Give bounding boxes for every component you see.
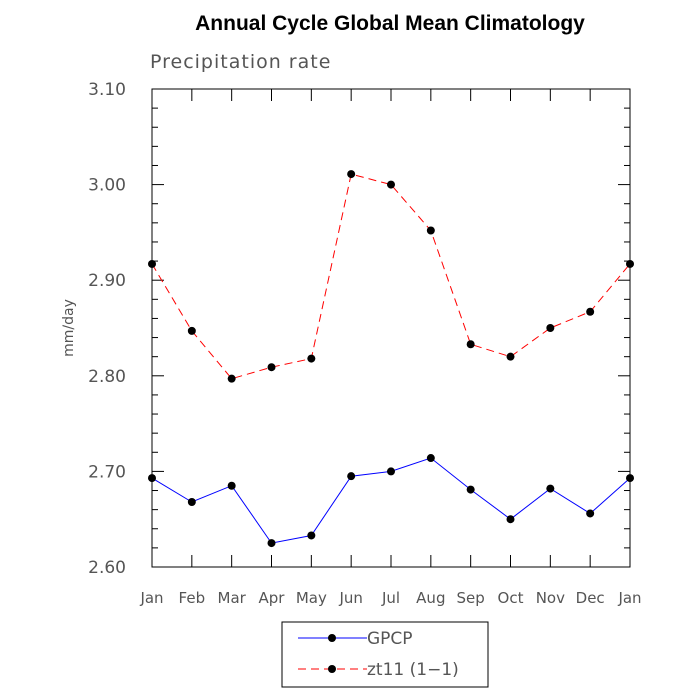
x-tick-label: Sep: [457, 589, 485, 607]
data-point: [387, 467, 395, 476]
series-2: [148, 170, 634, 383]
data-point: [227, 374, 236, 383]
data-point: [307, 354, 316, 363]
y-tick-label: 3.00: [88, 176, 126, 196]
legend-label-zt11: zt11 (1−1): [367, 660, 459, 680]
data-point: [227, 481, 236, 490]
data-point: [187, 326, 196, 335]
data-point: [466, 485, 475, 494]
data-point: [426, 454, 435, 463]
y-tick-label: 2.80: [88, 367, 126, 387]
data-point: [506, 515, 515, 524]
data-point: [187, 497, 196, 506]
data-point: [148, 474, 156, 483]
x-tick-label: Jan: [139, 589, 163, 607]
legend-marker-gpcp: [328, 634, 336, 642]
x-tick-label: Mar: [218, 589, 247, 607]
data-point: [347, 472, 356, 481]
y-tick-label: 2.60: [88, 558, 126, 578]
data-point: [148, 259, 156, 268]
y-tick-label: 2.70: [88, 462, 126, 482]
data-point: [267, 539, 276, 548]
chart-subtitle: Precipitation rate: [150, 51, 331, 73]
x-tick-label: Oct: [498, 589, 524, 607]
x-tick-label: Nov: [536, 589, 565, 607]
data-point: [586, 307, 595, 316]
x-tick-label: May: [296, 589, 327, 607]
data-point: [307, 531, 316, 540]
x-tick-label: Jul: [381, 589, 400, 607]
data-point: [466, 340, 475, 349]
y-tick-label: 2.90: [88, 271, 126, 291]
plot-frame: [151, 88, 631, 568]
legend-entry-gpcp: GPCP: [298, 629, 413, 649]
x-tick-label: Apr: [259, 589, 286, 607]
data-point: [546, 324, 555, 332]
data-point: [506, 352, 515, 361]
y-axis-label: mm/day: [61, 299, 77, 357]
chart-title: Annual Cycle Global Mean Climatology: [195, 12, 585, 35]
series-1: [148, 454, 634, 548]
data-point: [586, 509, 595, 518]
x-tick-label: Jan: [617, 589, 641, 607]
legend: GPCP zt11 (1−1): [281, 621, 489, 688]
legend-entry-zt11: zt11 (1−1): [298, 660, 459, 680]
series-layer: [148, 170, 634, 548]
data-point: [387, 180, 395, 189]
x-tick-label: Jun: [338, 589, 362, 607]
x-tick-label: Feb: [179, 589, 206, 607]
data-point: [546, 484, 555, 493]
legend-label-gpcp: GPCP: [367, 629, 413, 649]
data-point: [426, 226, 435, 235]
series-line: [151, 173, 631, 380]
data-point: [626, 474, 634, 483]
legend-marker-zt11: [328, 665, 336, 673]
data-point: [347, 170, 356, 179]
axes: 2.60 2.70 2.80 2.90 3.00 3.10 Jan Feb Mar Apr May J…: [88, 80, 641, 607]
data-point: [267, 363, 276, 372]
x-tick-label: Aug: [416, 589, 445, 607]
legend-box: [281, 621, 489, 688]
data-point: [626, 259, 634, 268]
x-tick-label: Dec: [576, 589, 605, 607]
y-tick-label: 3.10: [88, 80, 126, 100]
